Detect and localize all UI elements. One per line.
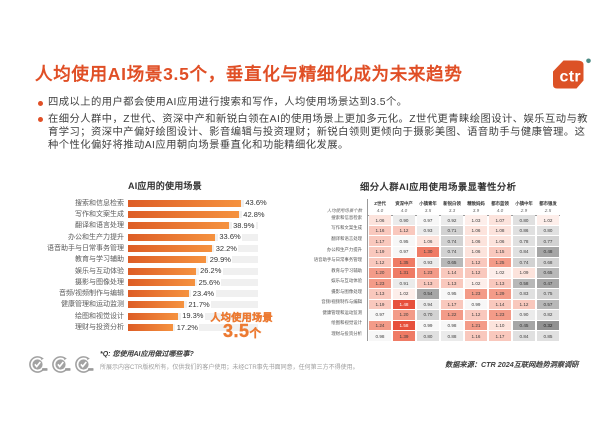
svg-text:ctr: ctr (560, 69, 581, 86)
